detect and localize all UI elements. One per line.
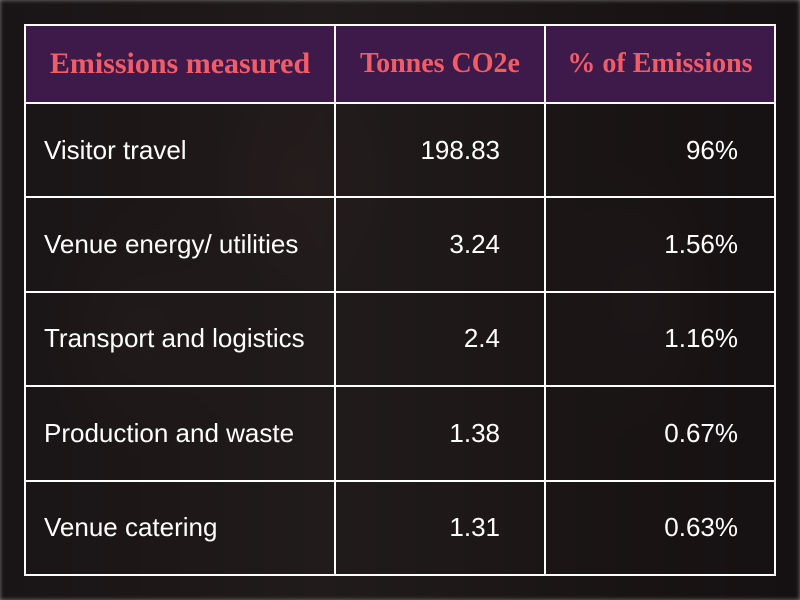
cell-measured: Venue catering <box>26 482 336 574</box>
table-row: Transport and logistics 2.4 1.16% <box>26 291 774 385</box>
table-header-row: Emissions measured Tonnes CO2e % of Emis… <box>26 26 774 102</box>
cell-pct: 0.67% <box>546 387 774 479</box>
cell-tonnes: 2.4 <box>336 293 546 385</box>
table-row: Production and waste 1.38 0.67% <box>26 385 774 479</box>
cell-tonnes: 1.38 <box>336 387 546 479</box>
table-row: Visitor travel 198.83 96% <box>26 102 774 196</box>
cell-tonnes: 1.31 <box>336 482 546 574</box>
table-row: Venue energy/ utilities 3.24 1.56% <box>26 196 774 290</box>
cell-measured: Transport and logistics <box>26 293 336 385</box>
cell-pct: 0.63% <box>546 482 774 574</box>
col-header-tonnes: Tonnes CO2e <box>336 26 546 102</box>
cell-tonnes: 198.83 <box>336 104 546 196</box>
cell-tonnes: 3.24 <box>336 198 546 290</box>
table-row: Venue catering 1.31 0.63% <box>26 480 774 574</box>
cell-pct: 96% <box>546 104 774 196</box>
col-header-pct: % of Emissions <box>546 26 774 102</box>
cell-measured: Visitor travel <box>26 104 336 196</box>
cell-pct: 1.16% <box>546 293 774 385</box>
cell-measured: Production and waste <box>26 387 336 479</box>
cell-pct: 1.56% <box>546 198 774 290</box>
col-header-measured: Emissions measured <box>26 26 336 102</box>
cell-measured: Venue energy/ utilities <box>26 198 336 290</box>
emissions-table: Emissions measured Tonnes CO2e % of Emis… <box>24 24 776 576</box>
